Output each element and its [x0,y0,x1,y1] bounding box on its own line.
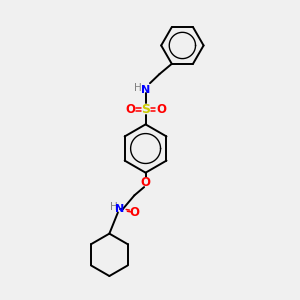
Text: N: N [115,204,124,214]
Text: H: H [110,202,117,212]
Text: O: O [156,103,166,116]
Text: O: O [141,176,151,189]
Text: O: O [129,206,140,219]
Text: O: O [125,103,135,116]
Text: H: H [134,83,142,93]
Text: N: N [141,85,150,94]
Text: S: S [141,103,150,116]
